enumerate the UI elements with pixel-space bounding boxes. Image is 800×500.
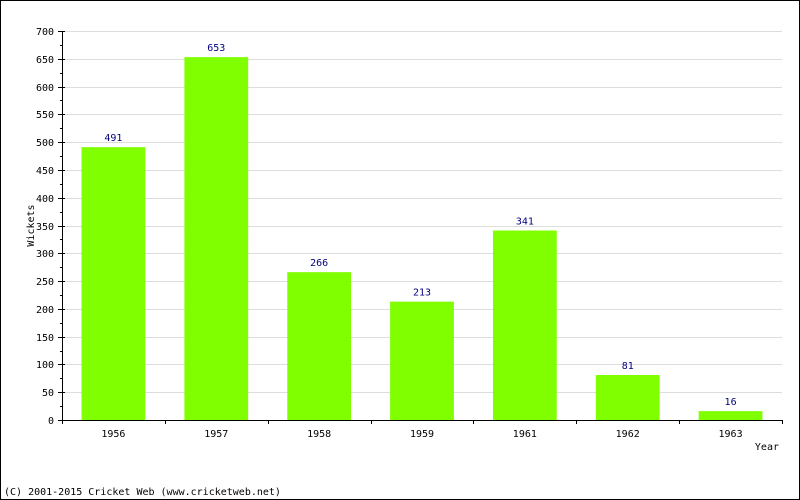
x-tick-label-1956: 1956	[101, 429, 125, 440]
y-tick-label: 650	[36, 55, 54, 66]
y-tick-label: 300	[36, 249, 54, 260]
y-tick-label: 200	[36, 305, 54, 316]
y-axis-ticks: 0 50 100 150 200 250 300 350 400 450 500 550 600 650 7…	[36, 27, 65, 427]
x-axis-title: Year	[755, 442, 779, 453]
data-label-1962: 81	[622, 361, 634, 372]
y-tick-label: 150	[36, 333, 54, 344]
x-tick-label-1963: 1963	[719, 429, 743, 440]
data-labels: 491 653 266 213 341 81 16	[104, 43, 736, 408]
data-label-1956: 491	[104, 133, 122, 144]
bar-1963	[698, 411, 763, 420]
y-tick-label: 0	[48, 416, 54, 427]
grid-lines	[62, 31, 782, 393]
y-tick-label: 350	[36, 222, 54, 233]
x-tick-label-1959: 1959	[410, 429, 434, 440]
y-tick-label: 250	[36, 277, 54, 288]
bar-1961	[492, 230, 557, 420]
copyright-footer: (C) 2001-2015 Cricket Web (www.cricketwe…	[4, 487, 281, 498]
x-tick-label-1961: 1961	[513, 429, 537, 440]
x-axis-ticks: 1956 1957 1958 1959 1961 1962 1963	[62, 420, 783, 440]
data-label-1963: 16	[725, 397, 737, 408]
axes	[62, 31, 782, 421]
y-tick-label: 50	[42, 388, 54, 399]
data-label-1961: 341	[516, 217, 534, 228]
data-label-1957: 653	[207, 43, 225, 54]
bars	[81, 57, 763, 421]
y-tick-label: 700	[36, 27, 54, 38]
bar-1957	[184, 57, 249, 421]
bar-1962	[595, 374, 660, 420]
x-tick-label-1957: 1957	[204, 429, 228, 440]
y-tick-label: 100	[36, 360, 54, 371]
data-label-1958: 266	[310, 258, 328, 269]
data-label-1959: 213	[413, 288, 431, 299]
bar-1956	[81, 147, 146, 420]
y-tick-label: 500	[36, 138, 54, 149]
bar-1959	[390, 301, 454, 420]
x-tick-label-1958: 1958	[307, 429, 331, 440]
y-tick-label: 600	[36, 83, 54, 94]
bar-1958	[287, 272, 352, 420]
y-tick-label: 400	[36, 194, 54, 205]
y-tick-label: 450	[36, 166, 54, 177]
y-axis-title: Wickets	[26, 204, 37, 246]
y-tick-label: 550	[36, 110, 54, 121]
x-tick-label-1962: 1962	[616, 429, 640, 440]
